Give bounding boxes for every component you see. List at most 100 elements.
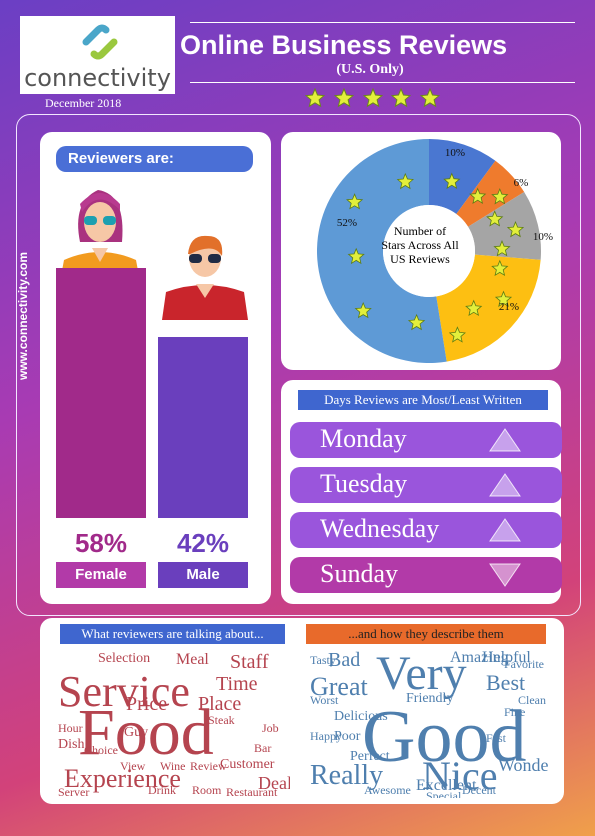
wordcloud-word: Price <box>126 693 168 715</box>
wordcloud-word: View <box>120 759 146 773</box>
wordcloud-word: Tasty <box>310 653 336 667</box>
wordcloud-word: Restaurant <box>226 785 278 798</box>
wordcloud-word: Friendly <box>406 691 454 706</box>
slice-star-icon <box>443 172 461 189</box>
wordcloud-word: Amazing <box>450 649 509 666</box>
donut-slice-label: 52% <box>337 217 357 229</box>
wordcloud-word: Dish <box>58 737 85 752</box>
website-label: www.connectivity.com <box>16 251 30 380</box>
wordcloud-word: Favorite <box>504 657 544 671</box>
wordcloud-word: Nice <box>422 753 498 798</box>
wordcloud-word: Bar <box>254 741 272 755</box>
male-avatar-icon <box>162 235 248 320</box>
wordcloud-word: Steak <box>208 713 235 727</box>
header-divider-bottom <box>190 82 575 83</box>
donut-slice-1-star <box>429 139 496 214</box>
wordcloud-word: Special <box>426 789 462 798</box>
content-frame <box>16 114 581 616</box>
wordcloud-word: Experience <box>64 764 181 793</box>
day-label: Sunday <box>320 559 398 588</box>
wordcloud-word: Perfect <box>350 749 390 764</box>
wordcloud-word: Staff <box>230 651 269 673</box>
wordcloud-word: Time <box>216 673 258 695</box>
wordcloud-word: Customer <box>220 757 275 772</box>
logo-text: connectivity <box>24 64 171 92</box>
wordcloud-word: Fine <box>504 705 526 719</box>
male-percent: 42% <box>176 528 230 558</box>
triangle-up-icon <box>489 518 521 542</box>
topics-heading: What reviewers are talking about... <box>60 624 285 644</box>
female-label: Female <box>56 562 146 588</box>
slice-star-icon <box>396 172 414 190</box>
rating-star-icon <box>333 88 354 108</box>
slice-star-icon <box>346 193 364 210</box>
donut-slice-label: 21% <box>499 301 519 313</box>
triangle-up-icon <box>489 428 521 452</box>
rating-star-icon <box>362 88 383 108</box>
triangle-down-icon <box>489 563 521 587</box>
day-label: Wednesday <box>320 514 440 543</box>
wordcloud-word: Clean <box>518 693 546 707</box>
logo: connectivity <box>20 16 175 94</box>
wordcloud-word: Room <box>192 783 222 797</box>
slice-star-icon <box>491 259 509 277</box>
donut-slice-2-star <box>456 160 525 227</box>
slice-star-icon <box>465 299 483 317</box>
rating-star-icon <box>305 88 325 108</box>
wordcloud-word: Great <box>310 672 368 701</box>
slice-star-icon <box>493 240 511 257</box>
wordcloud-word: Happy <box>310 729 342 743</box>
report-date: December 2018 <box>45 96 122 110</box>
wordcloud-word: Wine <box>160 759 186 773</box>
wordcloud-word: Poor <box>334 729 361 744</box>
slice-star-icon <box>469 187 487 204</box>
wordcloud-word: Decent <box>462 783 496 797</box>
wordcloud-word: Bad <box>328 649 361 671</box>
slice-star-icon <box>448 326 466 343</box>
wordcloud-word: Selection <box>98 651 151 666</box>
day-row-tuesday: Tuesday <box>290 467 562 503</box>
wordcloud-word: Very <box>376 648 467 700</box>
wordcloud-word: Hour <box>58 721 83 735</box>
describe-wordcloud: Very Good Really Nice Great Bad Best Amazing Hel… <box>310 648 548 798</box>
wordcloud-word: Helpful <box>482 649 531 666</box>
slice-star-icon <box>486 210 504 227</box>
wordcloud-word: Worst <box>310 693 339 707</box>
wordcloud-word: Service <box>58 667 190 716</box>
slice-star-icon <box>506 220 525 238</box>
wordcloud-word: Guy <box>124 725 149 740</box>
day-row-sunday: Sunday <box>290 557 562 593</box>
wordcloud-word: Awesome <box>364 783 411 797</box>
slice-star-icon <box>347 247 365 265</box>
wordcloud-word: Job <box>262 721 279 735</box>
donut-slice-5-star <box>317 139 447 363</box>
connectivity-logo-icon <box>82 24 118 60</box>
day-row-wednesday: Wednesday <box>290 512 562 548</box>
donut-slice-label: 10% <box>533 231 553 243</box>
wordcloud-word: Meal <box>176 651 209 668</box>
donut-slice-3-star <box>468 191 541 260</box>
days-heading: Days Reviews are Most/Least Written <box>298 390 548 410</box>
wordcloud-word: Food <box>78 696 214 769</box>
wordcloud-word: Good <box>362 696 527 778</box>
reviewers-heading: Reviewers are: <box>56 146 253 172</box>
male-bar <box>158 336 248 518</box>
male-label: Male <box>158 562 248 588</box>
wordcloud-word: Wonderful <box>498 755 548 775</box>
wordcloud-word: Choice <box>84 743 118 757</box>
page-title: Online Business Reviews <box>180 30 508 60</box>
wordcloud-word: Server <box>58 785 90 798</box>
wordcloud-word: Review <box>190 759 227 773</box>
wordcloud-word: Deal <box>258 773 290 793</box>
wordcloud-word: Really <box>310 760 384 791</box>
day-label: Monday <box>320 424 407 453</box>
wordcloud-word: Delicious <box>334 709 388 724</box>
wordcloud-word: Place <box>198 693 242 715</box>
day-row-monday: Monday <box>290 422 562 458</box>
female-percent: 58% <box>74 528 128 558</box>
wordcloud-word: Best <box>486 670 526 695</box>
donut-slice-label: 6% <box>514 177 529 189</box>
day-label: Tuesday <box>320 469 408 498</box>
triangle-up-icon <box>489 473 521 497</box>
describe-heading: ...and how they describe them <box>306 624 546 644</box>
